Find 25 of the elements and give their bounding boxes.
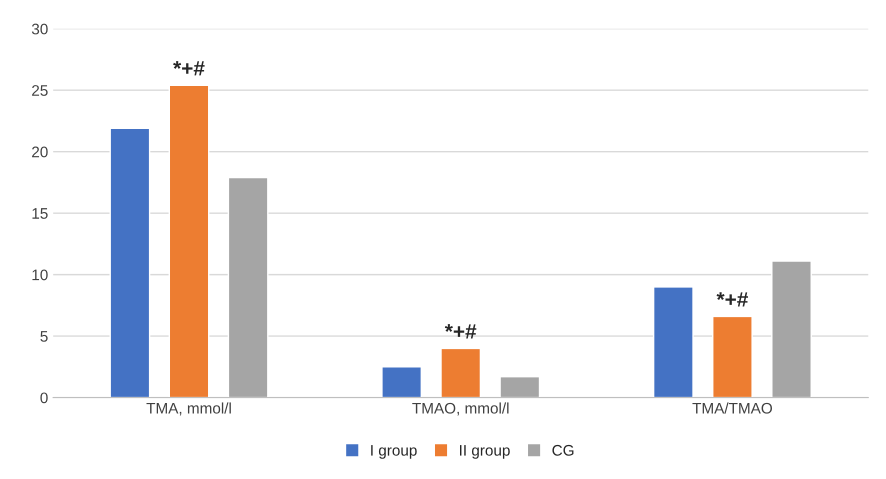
y-tick-label: 15 — [32, 208, 48, 219]
y-tick-label: 10 — [32, 269, 48, 280]
bar — [110, 128, 150, 398]
x-tick-label: TMA/TMAO — [692, 402, 772, 414]
bar — [652, 286, 694, 398]
legend-label: I group — [371, 445, 417, 459]
x-tick-label: TMA, mmol/l — [146, 402, 231, 416]
bar — [440, 348, 482, 398]
bar — [381, 366, 422, 398]
y-tick-label: 0 — [40, 392, 48, 404]
annotation: *+# — [444, 324, 476, 339]
legend-label: CG — [552, 444, 574, 456]
x-tick-label: TMAO, mmol/l — [412, 402, 509, 416]
legend-label: II group — [460, 445, 510, 459]
y-tick-label: 20 — [32, 146, 48, 158]
y-tick-label: 25 — [32, 85, 48, 96]
y-tick-label: 30 — [32, 24, 48, 34]
annotation: *+# — [173, 61, 205, 76]
bar — [771, 260, 812, 398]
y-tick-label: 5 — [40, 331, 48, 342]
bar — [712, 316, 753, 398]
bar — [168, 84, 210, 398]
annotation: *+# — [716, 292, 748, 307]
bar — [499, 376, 540, 398]
bar — [228, 176, 269, 398]
